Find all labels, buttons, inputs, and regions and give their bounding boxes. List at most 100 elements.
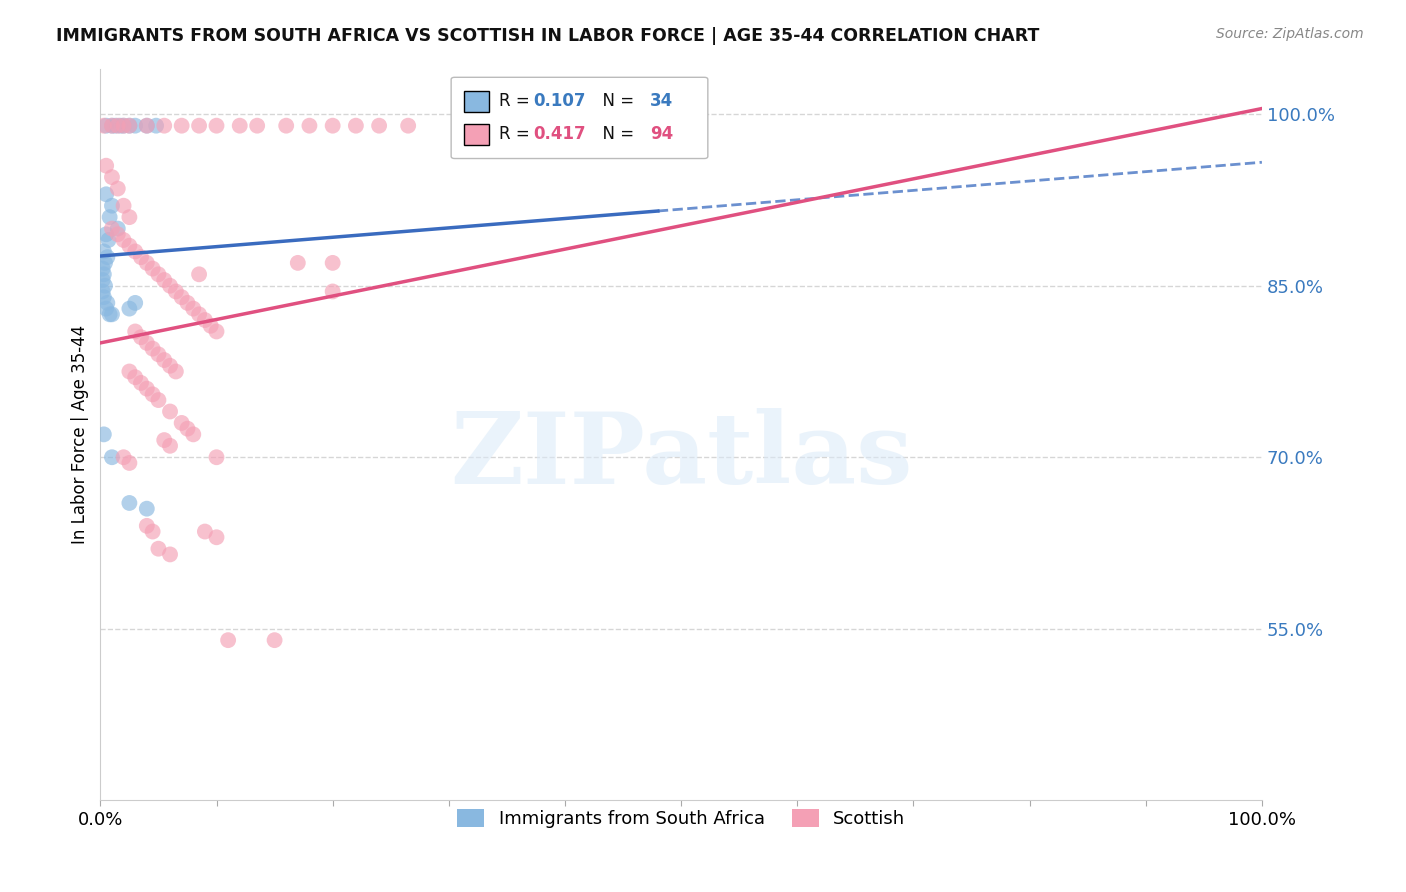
FancyBboxPatch shape (464, 124, 489, 145)
Point (112, 233, 135, 247)
Text: ZIPatlas: ZIPatlas (450, 408, 912, 505)
Point (396, 119, 419, 133)
Text: 94: 94 (650, 126, 673, 144)
Point (159, 439, 181, 453)
Point (118, 496, 141, 510)
Point (176, 422, 198, 436)
Point (135, 501, 157, 516)
Point (93, 427, 115, 442)
FancyBboxPatch shape (451, 78, 707, 159)
Point (101, 170, 124, 185)
Point (229, 119, 252, 133)
Point (96, 227, 118, 242)
Point (94, 278, 117, 293)
Point (107, 221, 129, 235)
FancyBboxPatch shape (464, 91, 489, 112)
Point (165, 285, 187, 299)
Point (118, 238, 141, 252)
Point (194, 313, 217, 327)
Point (124, 119, 146, 133)
Point (135, 119, 157, 133)
Point (322, 285, 344, 299)
Point (135, 335, 157, 350)
Point (135, 518, 157, 533)
Point (153, 273, 176, 287)
Point (159, 404, 181, 418)
Point (101, 307, 124, 321)
Point (135, 119, 157, 133)
Point (91, 261, 114, 276)
Point (181, 301, 204, 316)
Point (107, 181, 129, 195)
Point (217, 633, 239, 648)
Point (142, 342, 165, 356)
Point (118, 456, 141, 470)
Point (484, 119, 506, 133)
Point (188, 119, 211, 133)
Point (101, 119, 124, 133)
Point (118, 364, 141, 378)
Point (170, 290, 193, 304)
Y-axis label: In Labor Force | Age 35-44: In Labor Force | Age 35-44 (72, 325, 89, 544)
Point (246, 119, 269, 133)
Point (107, 227, 129, 242)
Point (118, 119, 141, 133)
Point (159, 359, 181, 373)
Point (165, 364, 187, 378)
Point (263, 633, 285, 648)
Point (112, 119, 135, 133)
Point (98, 210, 121, 224)
Point (159, 548, 181, 562)
Point (96, 301, 118, 316)
Point (145, 119, 167, 133)
Point (287, 256, 309, 270)
Point (181, 427, 204, 442)
Point (148, 541, 170, 556)
Point (188, 268, 211, 282)
Point (96, 159, 118, 173)
Point (344, 119, 367, 133)
Text: 34: 34 (650, 93, 673, 111)
Point (124, 244, 146, 259)
Point (112, 450, 135, 465)
Text: Source: ZipAtlas.com: Source: ZipAtlas.com (1216, 27, 1364, 41)
Point (148, 393, 170, 408)
Point (129, 376, 152, 390)
Point (153, 353, 176, 368)
Point (205, 325, 228, 339)
Point (200, 318, 222, 333)
Text: R =: R = (499, 93, 534, 111)
Point (108, 119, 131, 133)
Text: 0.107: 0.107 (534, 93, 586, 111)
Point (176, 296, 198, 310)
Text: R =: R = (499, 126, 534, 144)
Point (322, 119, 344, 133)
Point (96, 119, 118, 133)
Point (153, 119, 176, 133)
Point (129, 330, 152, 344)
Point (101, 199, 124, 213)
Point (322, 256, 344, 270)
Point (101, 119, 124, 133)
Point (93, 290, 115, 304)
Point (96, 250, 118, 264)
Point (98, 307, 121, 321)
Point (205, 530, 228, 544)
Point (159, 278, 181, 293)
Point (142, 524, 165, 539)
Point (118, 119, 141, 133)
Point (91, 285, 114, 299)
Point (170, 119, 193, 133)
Point (148, 268, 170, 282)
Point (96, 187, 118, 202)
Text: IMMIGRANTS FROM SOUTH AFRICA VS SCOTTISH IN LABOR FORCE | AGE 35-44 CORRELATION : IMMIGRANTS FROM SOUTH AFRICA VS SCOTTISH… (56, 27, 1039, 45)
Point (101, 221, 124, 235)
Point (298, 119, 321, 133)
Point (97, 233, 120, 247)
Point (124, 296, 146, 310)
Point (124, 325, 146, 339)
Point (129, 250, 152, 264)
Point (205, 119, 228, 133)
Point (118, 301, 141, 316)
Point (96, 296, 118, 310)
